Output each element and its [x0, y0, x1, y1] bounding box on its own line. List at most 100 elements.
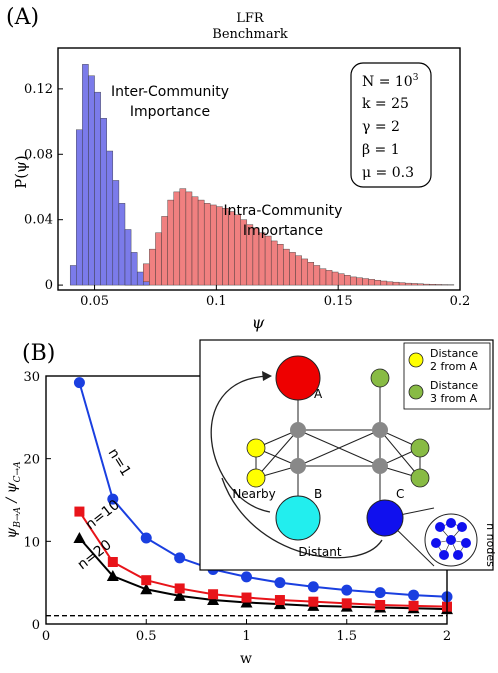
point-n20-3 [173, 589, 186, 601]
inter-bar-6 [106, 150, 114, 286]
inter-bar-7 [112, 180, 120, 286]
label-b: B [314, 487, 322, 501]
panel-b-series [73, 377, 453, 615]
green-node-0 [370, 368, 390, 388]
intra-bar-18 [234, 214, 241, 286]
cluster-node-7 [446, 518, 456, 528]
point-n10-3 [174, 583, 185, 594]
intra-bar-38 [356, 277, 363, 286]
intra-bar-8 [173, 191, 181, 286]
point-n20-1 [106, 570, 119, 582]
y-tick-label-b-2: 20 [23, 453, 40, 468]
green-node-1 [410, 438, 430, 458]
intra-bar-29 [301, 258, 308, 286]
panel-a-label: (A) [6, 5, 39, 30]
gray-node-0 [290, 422, 306, 438]
y-axis-label-b: ψB→A / ψC→A [4, 461, 23, 539]
point-n10-4 [208, 589, 219, 600]
intra-bar-50 [429, 284, 436, 286]
green-nodes [370, 368, 430, 488]
y-axis-label-a: P(ψ) [12, 155, 30, 189]
yellow-node-1 [246, 468, 266, 488]
arrow-head [262, 371, 272, 381]
point-n1-7 [307, 581, 319, 593]
intra-bar-17 [228, 211, 235, 286]
x-tick-label-b-2: 1 [242, 629, 250, 644]
legend-yellow-swatch [408, 352, 424, 368]
inter-community-bars [69, 64, 150, 286]
yellow-node-0 [246, 438, 266, 458]
panel-a-ticks: 0.05 0.1 0.15 0.2 0 0.04 0.08 0.12 [24, 82, 470, 309]
intra-bar-31 [313, 265, 321, 286]
x-tick-label-a-0: 0.05 [80, 294, 109, 309]
inter-label-line-2: Importance [130, 104, 210, 120]
cluster-node-6 [453, 550, 463, 560]
x-tick-label-a-3: 0.2 [450, 294, 471, 309]
label-nearby: Nearby [232, 487, 275, 501]
inter-bar-12 [143, 281, 150, 286]
point-n1-10 [408, 589, 420, 601]
intra-bar-32 [319, 268, 327, 286]
point-n10-10 [408, 600, 419, 611]
intra-bar-43 [386, 281, 394, 286]
intra-bar-27 [289, 252, 296, 286]
intra-bar-23 [264, 235, 272, 286]
green-node-2 [410, 468, 430, 488]
intra-bar-7 [167, 199, 174, 286]
label-n-nodes: n nodes [484, 523, 497, 567]
y-tick-label-b-3: 30 [23, 370, 40, 385]
distant-arrow [221, 477, 383, 559]
point-n10-5 [241, 592, 252, 603]
inter-label-line-1: Inter-Community [111, 84, 229, 100]
gray-node-3 [372, 458, 388, 474]
point-n1-6 [274, 577, 286, 589]
point-n10-7 [308, 596, 319, 607]
point-n1-2 [140, 532, 152, 544]
intra-bar-37 [350, 276, 357, 286]
intra-bar-51 [435, 284, 442, 286]
label-c: C [396, 487, 404, 501]
point-n20-0 [73, 532, 86, 544]
point-n1-9 [374, 587, 386, 599]
intra-bar-28 [295, 255, 302, 286]
point-n10-8 [341, 598, 352, 609]
gray-node-2 [290, 458, 306, 474]
point-n1-3 [174, 552, 186, 564]
intra-bar-15 [216, 206, 223, 286]
intra-label-line-1: Intra-Community [224, 203, 343, 219]
intra-bar-16 [222, 208, 229, 286]
intra-bar-26 [283, 248, 290, 286]
intra-bar-45 [398, 282, 406, 286]
inter-bar-0 [69, 265, 77, 286]
param-beta: β = 1 [362, 142, 400, 158]
cluster-node-0 [446, 535, 456, 545]
gray-nodes [290, 422, 388, 474]
node-b [275, 495, 321, 541]
x-tick-label-b-3: 1.5 [336, 629, 357, 644]
gray-node-1 [372, 422, 388, 438]
y-tick-label-b-0: 0 [32, 618, 40, 633]
legend-green-swatch [408, 384, 424, 400]
x-axis-label-a: ψ [252, 313, 265, 332]
intra-bar-46 [404, 282, 412, 286]
param-mu: μ = 0.3 [362, 165, 414, 181]
inter-bar-11 [136, 271, 144, 286]
point-n1-5 [241, 571, 252, 583]
panel-a-frame [57, 47, 461, 291]
intra-bar-36 [344, 275, 351, 286]
y-tick-label-a-3: 0.12 [24, 82, 53, 97]
x-tick-label-b-0: 0 [42, 629, 50, 644]
intra-bar-47 [411, 283, 418, 286]
intra-bar-42 [380, 280, 388, 286]
intra-bar-49 [423, 283, 430, 286]
intra-community-bars [124, 188, 455, 286]
inset-legend: Distance 2 from A Distance 3 from A [403, 342, 491, 410]
intra-bar-13 [203, 203, 211, 286]
intra-bar-40 [368, 279, 375, 286]
inter-bar-2 [82, 64, 89, 286]
intra-bar-5 [155, 232, 162, 286]
cluster-node-4 [461, 538, 471, 548]
intra-bar-10 [185, 191, 193, 286]
